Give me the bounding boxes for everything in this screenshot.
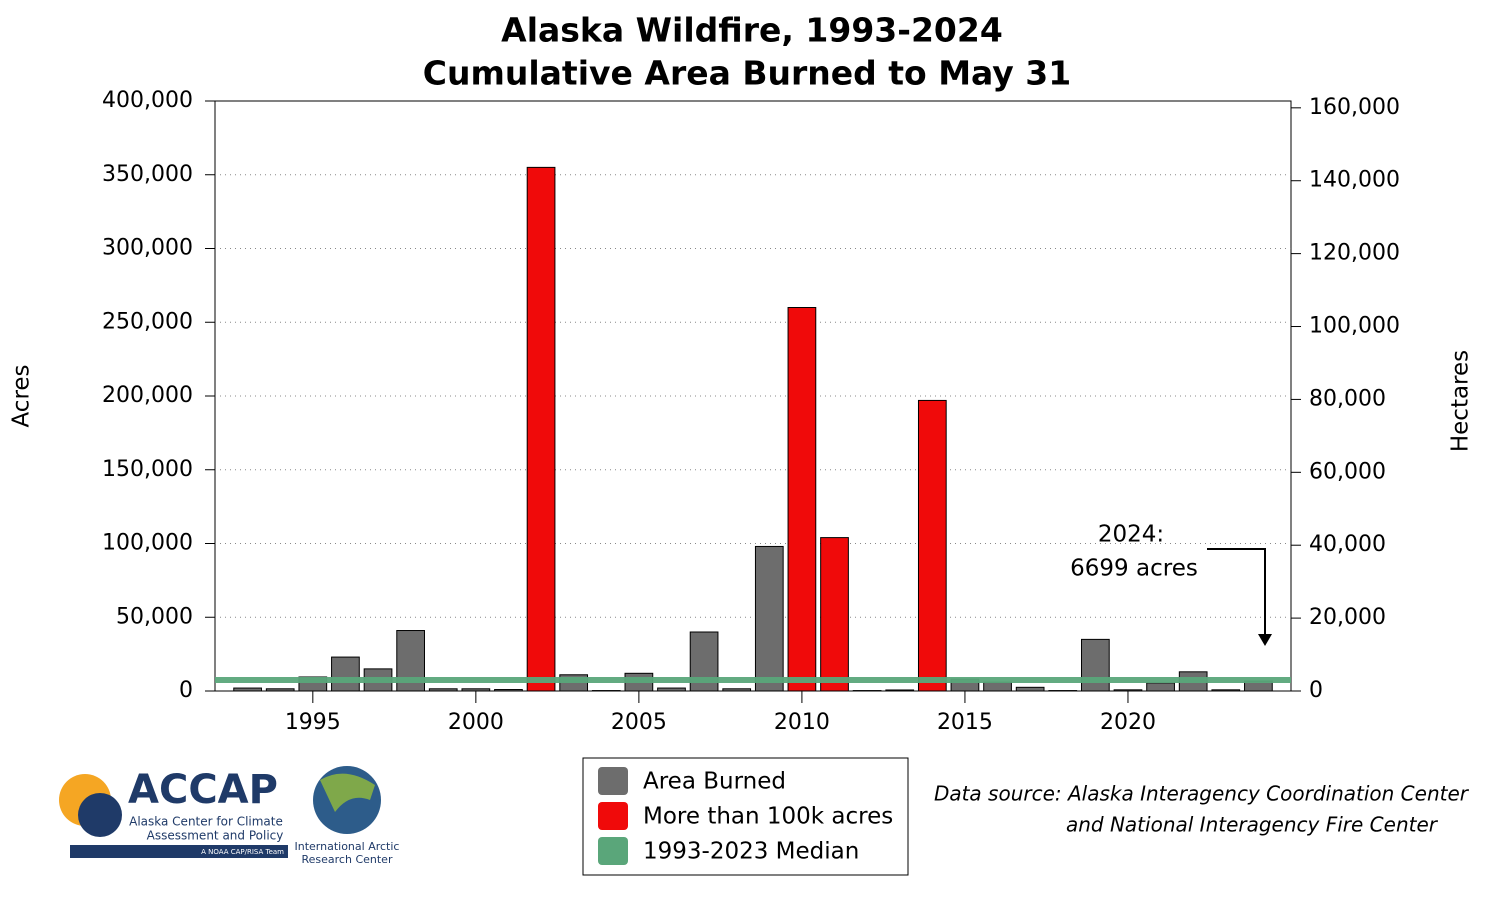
legend: Area Burned More than 100k acres 1993-2023… — [598, 767, 893, 865]
bar — [1081, 638, 1110, 692]
bar — [917, 399, 947, 692]
logo-text: Alaska Center for Climate — [129, 815, 283, 829]
bar — [1146, 682, 1175, 692]
y-axis-label: Acres — [9, 364, 35, 427]
chart-title: Alaska Wildfire, 1993-2024 — [501, 11, 1003, 50]
annotation: 6699 acres — [1070, 556, 1198, 582]
logo-text: Assessment and Policy — [147, 829, 284, 843]
logo-land — [320, 773, 375, 812]
legend-swatch — [598, 802, 628, 830]
logo-bar — [70, 845, 288, 858]
plot-frame — [214, 100, 1292, 692]
y-tick-label: 350,000 — [102, 162, 193, 187]
logo-text: International Arctic — [295, 840, 400, 853]
y-tick-label: 100,000 — [102, 531, 193, 556]
legend-box — [582, 757, 909, 876]
chart-title: Cumulative Area Burned to May 31 — [423, 54, 1071, 93]
y-tick-label: 400,000 — [102, 88, 193, 113]
y-tick-label: 200,000 — [102, 383, 193, 408]
source-note: Data source: Alaska Interagency Coordina… — [934, 782, 1470, 806]
y2-axis-label: Hectares — [1448, 350, 1474, 452]
plot: 0 50,000 100,000 150,000 200,000 250,000 300,0… — [102, 88, 1400, 735]
y2-tick-label: 140,000 — [1309, 168, 1400, 193]
y2-tick-label: 40,000 — [1309, 532, 1386, 557]
bar — [526, 166, 556, 692]
legend-swatch — [598, 837, 628, 865]
legend-swatch — [598, 767, 628, 795]
x-tick-label: 2020 — [1100, 710, 1156, 735]
y2-tick-label: 80,000 — [1309, 386, 1386, 411]
x-tick-label: 2005 — [611, 710, 667, 735]
source-note: and National Interagency Fire Center — [1066, 813, 1439, 837]
y-tick-label: 150,000 — [102, 457, 193, 482]
bar — [657, 687, 686, 692]
logo-text: ACCAP — [128, 767, 278, 813]
bar — [754, 545, 784, 692]
iarc-logo: International Arctic Research Center — [295, 766, 400, 866]
y2-tick-label: 0 — [1309, 678, 1323, 703]
y-tick-label: 250,000 — [102, 309, 193, 334]
bar — [820, 537, 849, 692]
annotation-arrow — [1207, 548, 1266, 640]
y2-tick-label: 100,000 — [1309, 314, 1400, 339]
x-tick-label: 2000 — [448, 710, 504, 735]
logo-text: A NOAA CAP/RISA Team — [201, 848, 284, 856]
legend-label: Area Burned — [643, 769, 786, 795]
y2-tick-label: 60,000 — [1309, 459, 1386, 484]
legend-label: 1993-2023 Median — [643, 839, 859, 865]
y-tick-label: 50,000 — [116, 604, 193, 629]
x-tick-label: 2015 — [937, 710, 993, 735]
x-tick-label: 1995 — [285, 710, 341, 735]
logo-text: Research Center — [302, 853, 393, 866]
y2-tick-label: 160,000 — [1309, 95, 1400, 120]
bar — [331, 656, 360, 692]
bar — [1211, 689, 1241, 692]
bar — [1113, 689, 1143, 692]
bar — [233, 687, 262, 692]
y-tick-label: 0 — [179, 678, 193, 703]
logo-snowflake — [78, 793, 122, 837]
y-tick-label: 300,000 — [102, 236, 193, 261]
bar — [428, 688, 458, 692]
y2-tick-label: 20,000 — [1309, 605, 1386, 630]
accap-logo: ACCAP Alaska Center for Climate Assessme… — [59, 767, 288, 858]
bar — [265, 688, 295, 692]
arrow-head — [1258, 634, 1272, 646]
x-tick-label: 2010 — [774, 710, 830, 735]
bar — [722, 688, 752, 692]
bar — [787, 307, 817, 692]
bar — [461, 688, 491, 692]
annotation: 2024: — [1098, 522, 1164, 548]
bar — [1015, 686, 1045, 692]
bar — [983, 681, 1012, 692]
bar — [885, 689, 915, 692]
legend-label: More than 100k acres — [643, 804, 893, 830]
bar — [494, 689, 523, 692]
y2-tick-label: 120,000 — [1309, 241, 1400, 266]
